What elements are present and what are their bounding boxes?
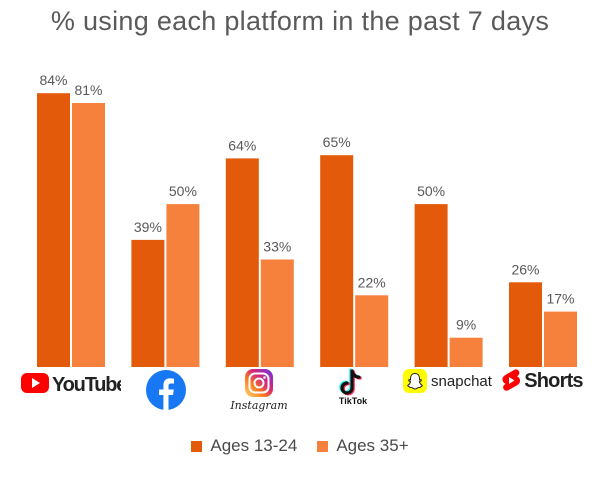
data-label-youtube-series-1: 84% xyxy=(39,72,67,88)
bar-instagram-series-1 xyxy=(225,158,259,367)
legend-item-ages-35-plus: Ages 35+ xyxy=(317,436,409,456)
tiktok-wordmark: TikTok xyxy=(338,396,368,406)
facebook-logo xyxy=(111,368,221,412)
instagram-logo: Instagram xyxy=(204,368,314,412)
data-label-shorts-series-1: 26% xyxy=(511,261,539,277)
legend-label-ages-13-24: Ages 13-24 xyxy=(210,436,298,455)
legend-swatch-ages-13-24 xyxy=(191,440,203,452)
data-label-instagram-series-1: 64% xyxy=(228,137,256,153)
chart-title: % using each platform in the past 7 days xyxy=(50,6,550,36)
data-label-snapchat-series-1: 50% xyxy=(417,183,445,199)
data-label-youtube-series-2: 81% xyxy=(74,82,102,98)
bar-facebook-series-2 xyxy=(166,204,200,367)
youtube-wordmark: YouTube xyxy=(52,374,121,396)
bar-youtube-series-2 xyxy=(72,103,105,367)
bar-shorts-series-1 xyxy=(509,282,542,367)
bar-tiktok-series-1 xyxy=(320,155,354,367)
bar-facebook-series-1 xyxy=(131,239,165,367)
shorts-logo: Shorts xyxy=(486,368,596,394)
bar-youtube-series-1 xyxy=(37,93,70,367)
data-label-snapchat-series-2: 9% xyxy=(456,317,476,333)
legend: Ages 13-24 Ages 35+ xyxy=(0,436,600,456)
legend-swatch-ages-35-plus xyxy=(317,440,329,452)
data-label-tiktok-series-1: 65% xyxy=(323,134,351,150)
legend-label-ages-35-plus: Ages 35+ xyxy=(336,436,409,455)
instagram-icon xyxy=(245,369,273,397)
data-label-facebook-series-1: 39% xyxy=(134,219,162,235)
legend-item-ages-13-24: Ages 13-24 xyxy=(191,436,297,456)
bar-snapchat-series-1 xyxy=(414,204,448,367)
bar-tiktok-series-2 xyxy=(355,295,389,367)
snapchat-wordmark: snapchat xyxy=(431,372,492,390)
bar-snapchat-series-2 xyxy=(449,337,483,367)
tiktok-logo: TikTok xyxy=(298,368,408,406)
data-label-shorts-series-2: 17% xyxy=(546,291,574,307)
tiktok-icon xyxy=(339,368,362,396)
snapchat-logo: snapchat xyxy=(392,368,502,394)
data-label-instagram-series-2: 33% xyxy=(263,239,291,255)
youtube-logo: YouTube xyxy=(16,368,126,398)
instagram-wordmark: Instagram xyxy=(230,399,288,412)
shorts-wordmark: Shorts xyxy=(524,369,583,392)
data-label-tiktok-series-2: 22% xyxy=(358,274,386,290)
bar-instagram-series-2 xyxy=(260,259,294,367)
data-label-facebook-series-2: 50% xyxy=(169,183,197,199)
bar-shorts-series-2 xyxy=(544,311,577,367)
